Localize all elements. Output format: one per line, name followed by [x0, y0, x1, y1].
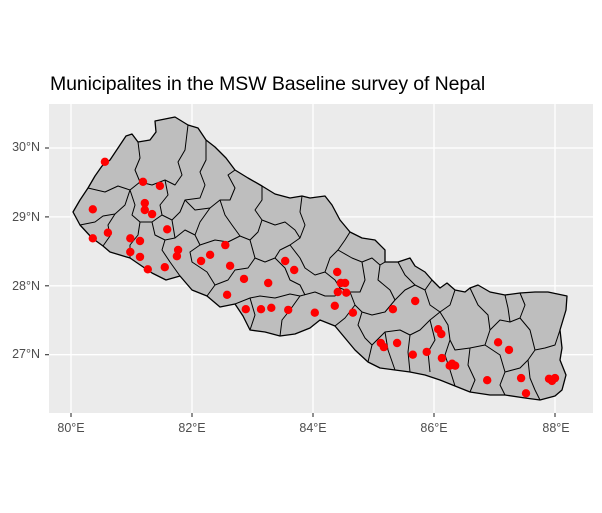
municipality-point: [143, 265, 152, 274]
municipality-point: [284, 305, 293, 315]
municipality-point: [196, 256, 206, 266]
municipality-point: [437, 329, 446, 339]
municipality-point: [239, 274, 249, 284]
municipality-point: [388, 305, 398, 314]
chart-title: Municipalites in the MSW Baseline survey…: [50, 73, 486, 95]
municipality-point: [138, 177, 148, 186]
municipality-point: [147, 209, 157, 219]
municipality-point: [140, 205, 149, 215]
municipality-point: [504, 345, 514, 355]
municipality-point: [264, 278, 273, 288]
municipality-point: [379, 342, 388, 352]
municipality-point: [100, 157, 110, 166]
municipality-point: [222, 290, 232, 299]
x-tick-label: 88°E: [542, 421, 570, 435]
municipality-point: [88, 234, 98, 243]
municipality-point: [155, 181, 165, 191]
axis-ticks: [45, 147, 556, 417]
nepal-outline: [72, 116, 568, 401]
municipality-point: [221, 240, 230, 250]
municipality-point: [103, 228, 113, 237]
municipality-point: [547, 376, 557, 386]
municipality-point: [333, 287, 342, 297]
y-tick-label: 28°N: [12, 279, 40, 293]
municipality-point: [126, 247, 135, 257]
municipality-point: [310, 308, 319, 317]
municipality-point: [135, 236, 145, 246]
municipality-point: [256, 305, 266, 314]
municipality-point: [340, 278, 350, 288]
district-boundaries: [79, 124, 561, 401]
municipality-point: [392, 338, 402, 348]
municipality-point: [521, 389, 531, 398]
municipality-point: [163, 225, 172, 234]
y-tick-label: 30°N: [12, 140, 40, 154]
municipality-point: [342, 288, 351, 297]
y-tick-label: 27°N: [12, 347, 40, 361]
municipality-point: [281, 256, 290, 266]
municipality-points: [88, 157, 560, 398]
municipality-point: [330, 301, 339, 310]
municipality-point: [290, 265, 299, 275]
municipality-point: [493, 338, 503, 347]
municipality-point: [348, 308, 358, 317]
municipality-point: [422, 347, 431, 357]
municipality-point: [172, 252, 182, 261]
municipality-point: [437, 353, 447, 363]
x-tick-label: 86°E: [420, 421, 448, 435]
municipality-point: [333, 267, 342, 277]
municipality-point: [135, 252, 145, 262]
y-tick-label: 29°N: [12, 210, 40, 224]
municipality-point: [445, 361, 454, 370]
municipality-point: [483, 376, 492, 385]
municipality-point: [267, 303, 276, 312]
municipality-point: [411, 296, 420, 306]
municipality-point: [516, 373, 526, 383]
x-tick-label: 84°E: [299, 421, 327, 435]
municipality-point: [205, 250, 215, 259]
x-tick-label: 82°E: [178, 421, 206, 435]
municipality-point: [140, 198, 149, 208]
municipality-point: [408, 350, 417, 359]
nepal-district-map: [72, 116, 568, 401]
municipality-point: [225, 261, 235, 270]
municipality-point: [88, 205, 98, 214]
municipality-point: [126, 234, 135, 243]
municipality-point: [241, 305, 250, 314]
municipality-point: [160, 263, 169, 272]
x-tick-label: 80°E: [57, 421, 85, 435]
